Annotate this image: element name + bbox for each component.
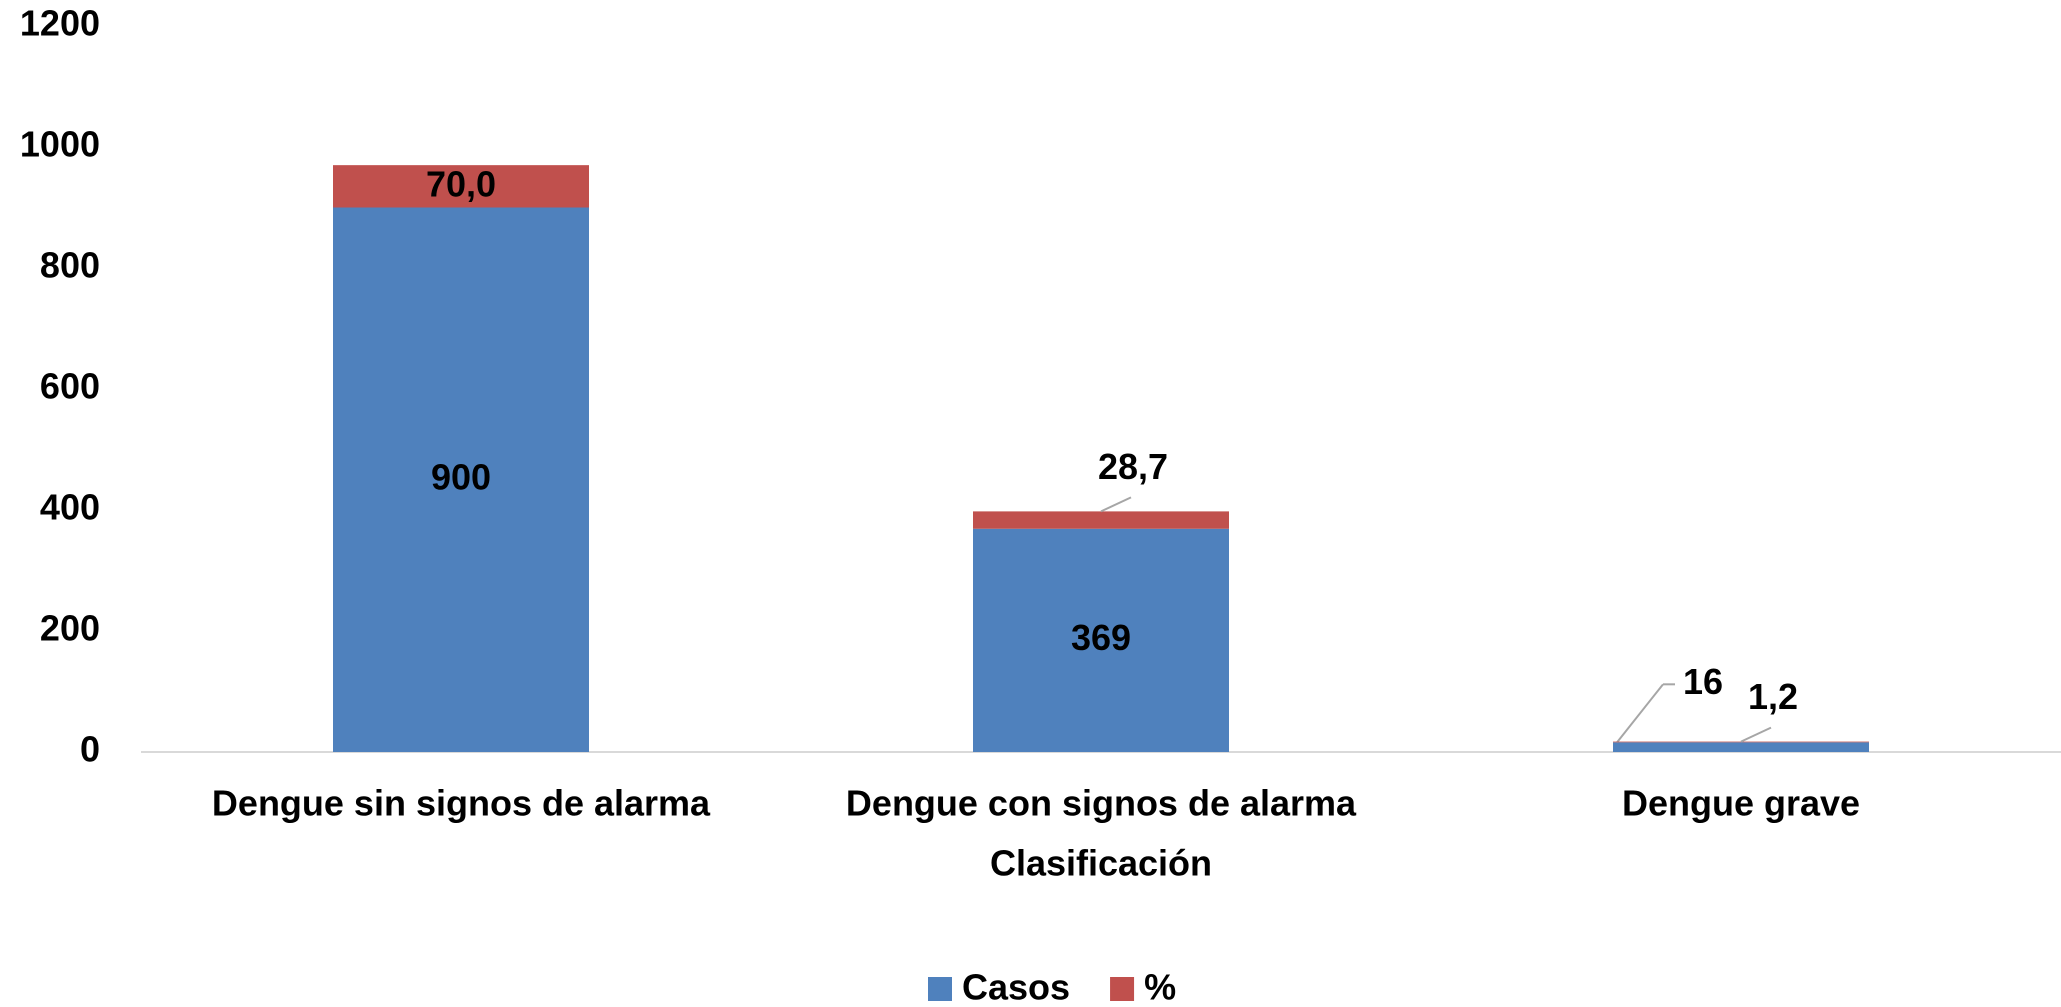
y-tick-label: 400 [40,487,100,528]
y-tick-label: 600 [40,366,100,407]
leader-line [1100,496,1132,513]
legend-label: Casos [962,967,1070,1007]
legend-swatch [1110,977,1135,1001]
bar-segment [1613,742,1869,752]
bar-segment [1613,741,1869,743]
legend-label: % [1144,967,1176,1007]
x-tick-label: Dengue con signos de alarma [846,783,1357,824]
bar-segment [973,511,1229,529]
y-tick-label: 200 [40,608,100,649]
x-tick-label: Dengue grave [1622,783,1860,824]
x-tick-label: Dengue sin signos de alarma [212,783,711,824]
data-label: 1,2 [1748,676,1798,717]
y-tick-label: 1200 [20,3,100,44]
bar-segment [333,207,589,752]
bar-segment [973,528,1229,752]
data-label: 70,0 [426,164,496,205]
data-label: 16 [1683,661,1723,702]
data-label: 369 [1071,617,1131,658]
y-tick-label: 0 [80,729,100,770]
y-tick-label: 1000 [20,124,100,165]
data-label: 900 [431,456,491,497]
x-axis-label: Clasificación [990,843,1212,884]
leader-line [1616,683,1664,743]
leader-line [1740,726,1772,743]
y-tick-label: 800 [40,245,100,286]
bar-segment [333,165,589,208]
data-label: 28,7 [1098,446,1168,487]
legend-swatch [928,977,952,1001]
